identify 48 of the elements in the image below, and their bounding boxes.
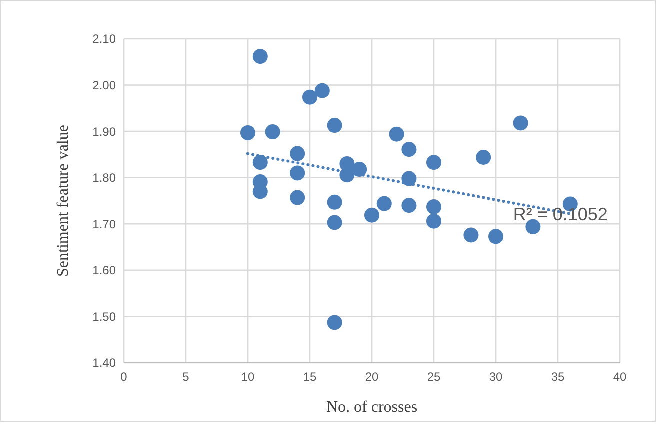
point (327, 118, 342, 134)
point (364, 208, 380, 223)
y-tick-label: 2.10 (92, 32, 116, 46)
x-tick-label: 10 (241, 370, 255, 384)
point (352, 162, 368, 178)
point (389, 126, 404, 142)
point (327, 215, 342, 230)
point (290, 190, 306, 206)
point (476, 150, 492, 165)
point (265, 124, 280, 140)
point (314, 83, 330, 98)
x-tick-label: 0 (120, 370, 128, 384)
point (252, 155, 268, 170)
point (252, 49, 268, 64)
x-tick-label: 25 (427, 370, 441, 384)
point (513, 116, 528, 131)
y-tick-label: 1.90 (92, 124, 116, 139)
y-tick-label: 1.70 (92, 217, 116, 232)
x-tick-label: 15 (303, 370, 317, 384)
x-axis-title: No. of crosses (326, 399, 418, 416)
point (426, 155, 442, 170)
point (327, 194, 342, 210)
point (488, 229, 504, 244)
y-tick-label: 1.60 (92, 264, 116, 278)
point (526, 219, 541, 234)
y-tick-label: 2.00 (92, 78, 116, 92)
y-tick-label: 1.80 (92, 171, 116, 186)
x-tick-label: 40 (613, 370, 627, 384)
x-tick-label: 35 (551, 370, 565, 384)
point (402, 198, 417, 214)
y-tick-label: 1.40 (92, 356, 116, 370)
x-tick-label: 20 (365, 370, 379, 384)
point (376, 196, 392, 212)
point (402, 142, 417, 158)
x-tick-label: 30 (489, 370, 503, 384)
point (240, 125, 256, 140)
point (426, 214, 442, 229)
point (290, 166, 306, 181)
x-tick-label: 5 (182, 370, 190, 384)
point (464, 228, 479, 243)
y-axis-title: Sentiment feature value (55, 125, 72, 277)
point (426, 200, 442, 215)
annotation: R² = 0.1052 (513, 204, 608, 224)
y-tick-label: 1.50 (92, 310, 116, 324)
point (302, 90, 318, 105)
point (402, 171, 417, 186)
point (290, 146, 306, 162)
point (327, 315, 342, 330)
